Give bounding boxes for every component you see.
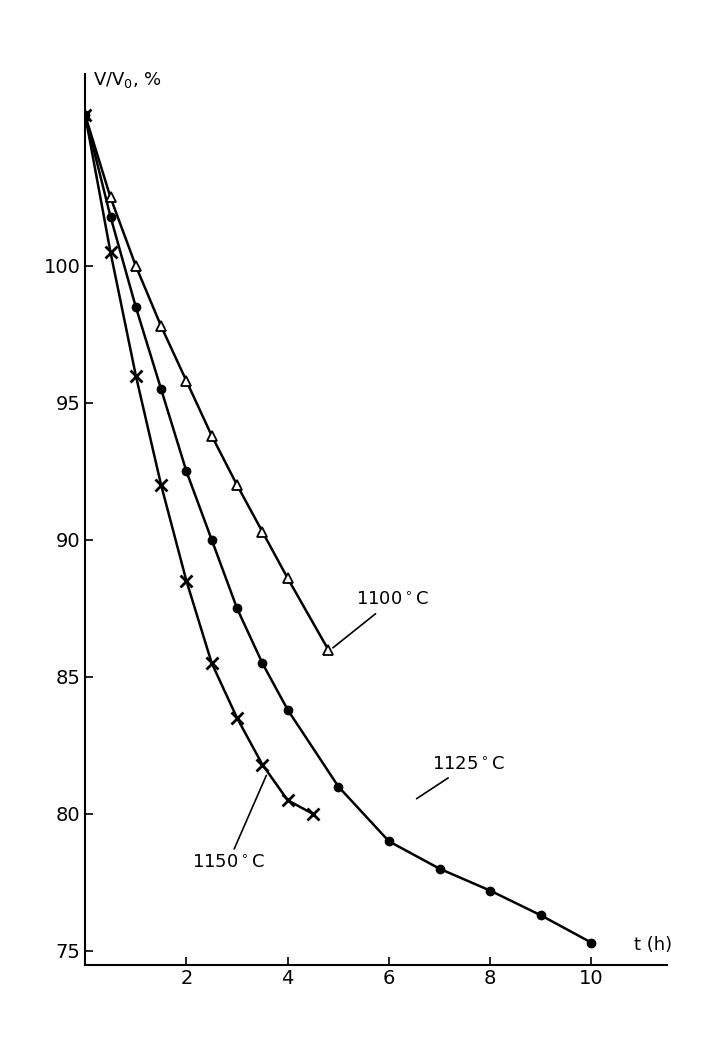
Text: t (h): t (h) bbox=[635, 936, 672, 954]
Text: V/V$_0$, %: V/V$_0$, % bbox=[93, 70, 162, 90]
Text: 1125$^\circ$C: 1125$^\circ$C bbox=[417, 756, 505, 798]
Text: 1150$^\circ$C: 1150$^\circ$C bbox=[192, 775, 266, 872]
Text: 1100$^\circ$C: 1100$^\circ$C bbox=[333, 591, 429, 648]
